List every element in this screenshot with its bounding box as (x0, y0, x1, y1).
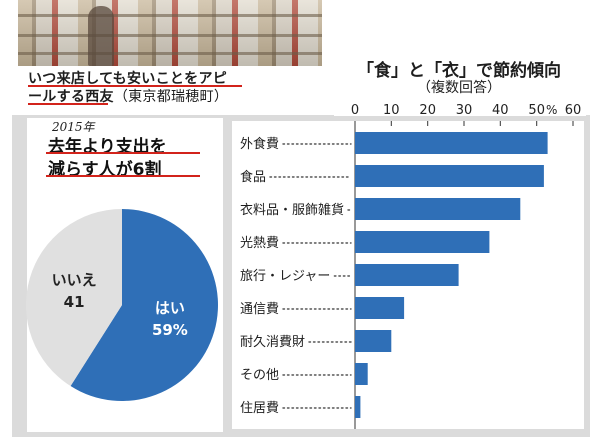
x-tick-label: 30 (456, 103, 473, 118)
bar (355, 297, 405, 319)
headline-underline-2 (46, 175, 200, 177)
caption-underline-1 (28, 85, 242, 87)
bar-title-card (334, 48, 586, 116)
bar (355, 363, 368, 385)
category-label: 住居費 (240, 401, 279, 416)
category-label: 衣料品・服飾雑貨 (240, 202, 344, 218)
x-tick-label: 10 (383, 103, 400, 118)
category-label: 通信費 (240, 302, 279, 317)
pie-slice-value: 41 (64, 293, 85, 311)
headline-underline-1 (46, 152, 200, 154)
bar (355, 330, 392, 352)
bar-chart-subtitle: （複数回答） (417, 80, 501, 96)
photo-caption-line1: いつ来店しても安いことをアピ (28, 71, 228, 87)
category-label: その他 (240, 368, 279, 383)
x-tick-label: 20 (419, 103, 436, 118)
x-tick-label: 60 (565, 103, 582, 118)
category-label: 外食費 (240, 136, 279, 152)
pie-slice-label: いいえ (52, 271, 97, 289)
x-unit-label: % (546, 103, 557, 117)
category-label: 食品 (240, 169, 266, 185)
handwritten-year-note: 2015年 (52, 120, 95, 134)
photo-caption-store: ールする西友 (28, 89, 114, 105)
category-label: 耐久消費財 (240, 335, 305, 350)
x-tick-label: 40 (492, 103, 509, 118)
pie-slice-value: 59% (152, 321, 188, 339)
bar (355, 396, 361, 418)
bar (355, 198, 521, 220)
pie-slice (70, 209, 218, 401)
bar (355, 264, 459, 286)
pie-slice (25, 209, 122, 387)
category-label: 光熱費 (240, 236, 279, 251)
x-tick-label: 50 (528, 103, 545, 118)
bar (355, 165, 544, 187)
category-label: 旅行・レジャー (240, 269, 330, 284)
photo-caption-location: （東京都瑞穂町） (113, 89, 229, 105)
shopper-figure (88, 6, 114, 66)
pie-slice-label: はい (155, 299, 185, 317)
photo-caption-line2: ールする西友（東京都瑞穂町） (28, 86, 328, 106)
x-tick-label: 0 (351, 103, 359, 118)
bar-chart-title: 「食」と「衣」で節約傾向 (357, 61, 561, 81)
bar (355, 231, 490, 253)
bar (355, 132, 548, 154)
caption-underline-2 (28, 103, 108, 105)
store-photo (18, 0, 322, 66)
